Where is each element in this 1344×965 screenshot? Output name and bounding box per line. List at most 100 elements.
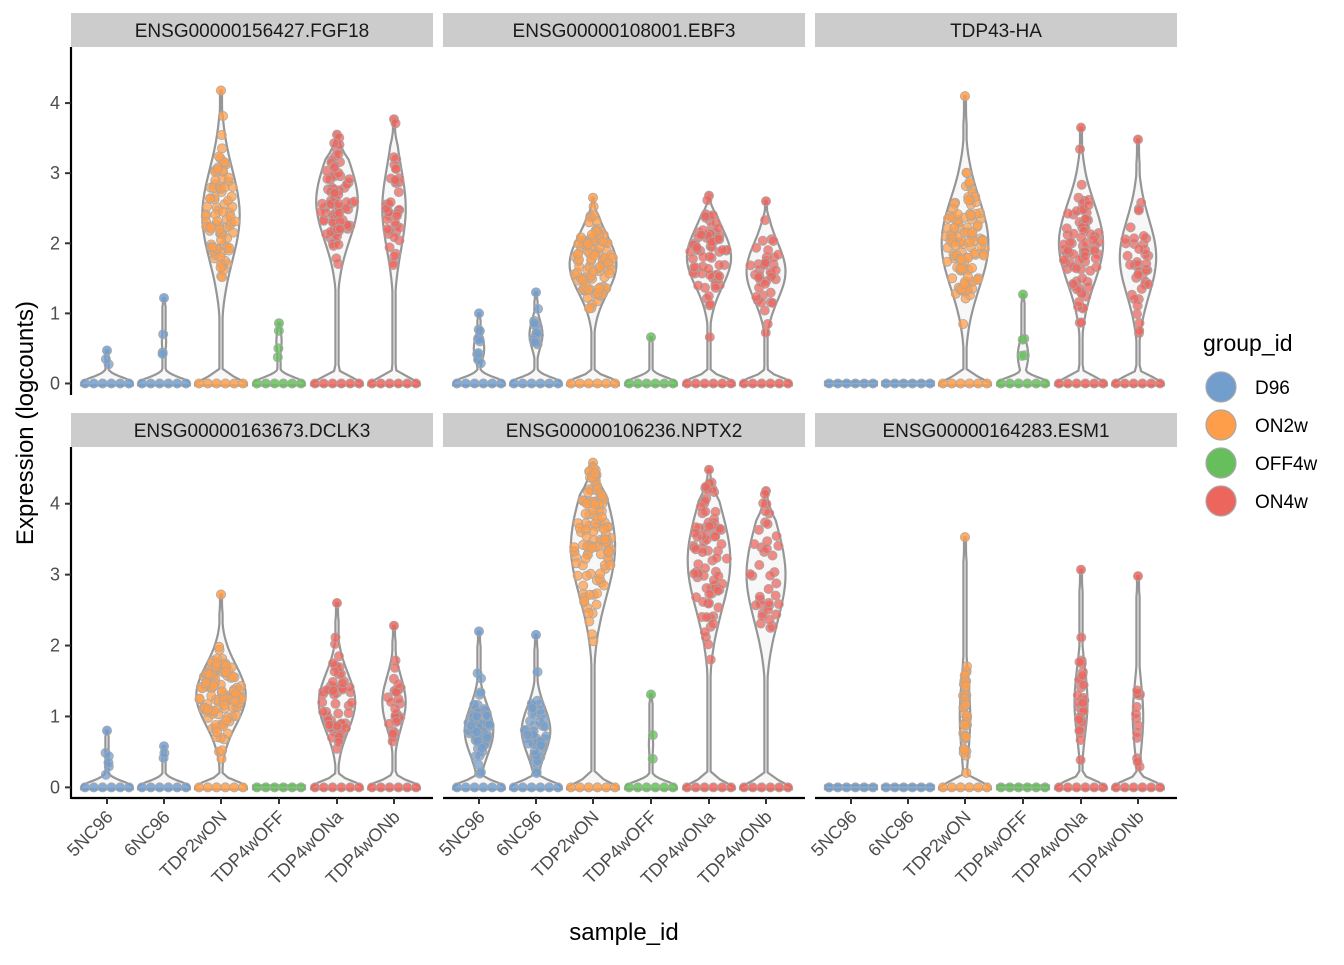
data-point: [466, 720, 477, 731]
zero-point: [495, 782, 506, 793]
zero-point: [366, 378, 377, 389]
zero-point: [97, 378, 108, 389]
facet-title: TDP43-HA: [950, 21, 1042, 42]
zero-point: [898, 378, 909, 389]
zero-point: [889, 782, 900, 793]
data-point: [535, 740, 546, 751]
facet-panel: ENSG00000156427.FGF18: [71, 13, 433, 389]
data-point: [1122, 250, 1133, 261]
data-point: [529, 337, 540, 348]
data-point: [960, 532, 971, 543]
data-point: [272, 352, 283, 363]
zero-point: [393, 378, 404, 389]
violin-group: [1053, 564, 1109, 793]
zero-point: [632, 782, 643, 793]
zero-point: [544, 782, 555, 793]
data-point: [157, 348, 168, 359]
data-point: [1068, 228, 1079, 239]
data-point: [964, 177, 975, 188]
zero-point: [327, 378, 338, 389]
zero-point: [982, 782, 993, 793]
facet-panel: TDP43-HA: [815, 13, 1177, 389]
data-point: [337, 678, 348, 689]
data-point: [762, 519, 773, 530]
zero-point: [237, 782, 248, 793]
data-point: [757, 235, 768, 246]
zero-point: [260, 782, 271, 793]
data-point: [213, 151, 224, 162]
data-point: [1088, 234, 1099, 245]
data-point: [647, 730, 658, 741]
data-point: [204, 193, 215, 204]
data-point: [700, 506, 711, 517]
zero-point: [1022, 378, 1033, 389]
data-point: [1017, 350, 1028, 361]
data-point: [967, 262, 978, 273]
zero-point: [938, 782, 949, 793]
facet-title: ENSG00000106236.NPTX2: [506, 421, 743, 442]
data-point: [224, 242, 235, 253]
data-point: [589, 499, 600, 510]
data-point: [318, 706, 329, 717]
violin-group: [823, 378, 879, 389]
data-point: [211, 727, 222, 738]
data-point: [764, 614, 775, 625]
zero-point: [154, 782, 165, 793]
zero-point: [898, 782, 909, 793]
data-point: [273, 343, 284, 354]
data-point: [703, 263, 714, 274]
data-point: [605, 560, 616, 571]
zero-point: [309, 782, 320, 793]
zero-point: [1071, 782, 1082, 793]
data-point: [1132, 685, 1143, 696]
zero-point: [1031, 378, 1042, 389]
data-point: [1134, 325, 1145, 336]
data-point: [750, 600, 761, 611]
data-point: [583, 487, 594, 498]
zero-point: [946, 782, 957, 793]
zero-point: [193, 782, 204, 793]
data-point: [533, 303, 544, 314]
y-axis-label: Expression (logcounts): [12, 301, 39, 545]
zero-point: [1111, 782, 1122, 793]
data-point: [751, 291, 762, 302]
zero-point: [1137, 378, 1148, 389]
zero-point: [478, 378, 489, 389]
data-point: [315, 206, 326, 217]
zero-point: [384, 378, 395, 389]
zero-point: [163, 782, 174, 793]
data-point: [227, 181, 238, 192]
data-point: [227, 201, 238, 212]
data-point: [710, 506, 721, 517]
zero-point: [353, 378, 364, 389]
data-point: [691, 242, 702, 253]
data-point: [960, 91, 971, 102]
violin-group: [1110, 571, 1166, 793]
zero-point: [318, 378, 329, 389]
zero-point: [1155, 782, 1166, 793]
zero-point: [783, 378, 794, 389]
data-point: [475, 767, 486, 778]
violin-group: [136, 292, 192, 389]
zero-point: [1111, 378, 1122, 389]
zero-point: [824, 378, 835, 389]
data-point: [959, 278, 970, 289]
zero-point: [318, 782, 329, 793]
zero-point: [229, 378, 240, 389]
data-point: [577, 274, 588, 285]
data-point: [385, 197, 396, 208]
data-point: [1018, 289, 1029, 300]
data-point: [471, 727, 482, 738]
zero-point: [982, 378, 993, 389]
legend-swatch: [1205, 371, 1237, 403]
data-point: [216, 129, 227, 140]
y-tick-label: 3: [50, 163, 60, 183]
zero-point: [601, 782, 612, 793]
data-point: [583, 284, 594, 295]
data-point: [475, 673, 486, 684]
zero-point: [309, 378, 320, 389]
zero-point: [469, 782, 480, 793]
data-point: [580, 553, 591, 564]
data-point: [389, 662, 400, 673]
zero-point: [583, 378, 594, 389]
